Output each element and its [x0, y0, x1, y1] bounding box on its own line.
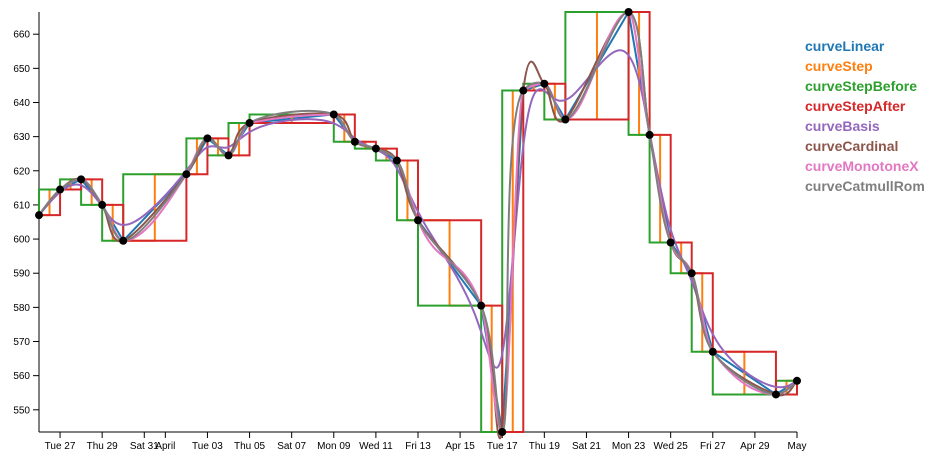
x-tick-label: Fri 27 — [700, 441, 726, 452]
data-point — [392, 156, 401, 165]
series-line — [38, 11, 798, 434]
x-tick-label: Sat 31 — [130, 441, 159, 452]
legend-label: curveMonotoneX — [805, 158, 919, 174]
data-point — [793, 376, 801, 385]
y-tick-label: 600 — [13, 235, 30, 246]
x-tick-label: April — [155, 441, 175, 452]
y-tick-label: 640 — [13, 98, 30, 109]
y-tick-label: 580 — [13, 303, 30, 314]
series-line — [39, 11, 798, 433]
y-tick-label: 660 — [13, 30, 30, 41]
x-tick-label: May — [788, 441, 807, 452]
legend-label: curveBasis — [805, 118, 880, 134]
x-tick-label: Thu 05 — [234, 441, 266, 452]
data-point — [245, 118, 254, 127]
legend-label: curveCatmullRom — [805, 178, 925, 194]
data-point — [56, 185, 65, 194]
legend-label: curveStep — [805, 58, 873, 74]
x-tick-label: Sat 07 — [277, 441, 306, 452]
data-point — [498, 428, 507, 436]
x-tick-label: Sat 21 — [572, 441, 601, 452]
data-point — [329, 110, 338, 119]
y-tick-label: 550 — [13, 405, 30, 416]
data-point — [519, 86, 528, 95]
x-tick-label: Apr 29 — [740, 441, 770, 452]
data-point — [666, 238, 675, 247]
data-point — [119, 236, 128, 245]
x-tick-label: Tue 27 — [45, 441, 76, 452]
data-point — [624, 8, 633, 16]
x-tick-label: Apr 15 — [445, 441, 475, 452]
x-tick-label: Mon 23 — [612, 441, 646, 452]
x-tick-label: Thu 29 — [87, 441, 119, 452]
series-line — [38, 10, 798, 434]
data-point — [477, 301, 486, 310]
data-point — [645, 130, 654, 139]
data-point — [371, 144, 380, 153]
data-point — [350, 137, 359, 146]
data-point — [414, 216, 422, 225]
legend-label: curveCardinal — [805, 138, 898, 154]
x-tick-label: Tue 17 — [487, 441, 518, 452]
y-tick-label: 570 — [13, 337, 30, 348]
data-point — [561, 115, 570, 124]
legend-label: curveLinear — [805, 38, 885, 54]
data-point — [771, 390, 780, 399]
data-point — [687, 269, 696, 278]
y-tick-label: 610 — [13, 200, 30, 211]
y-tick-label: 630 — [13, 132, 30, 143]
data-point — [203, 134, 212, 143]
x-tick-label: Wed 11 — [359, 441, 393, 452]
y-tick-label: 620 — [13, 166, 30, 177]
data-point — [35, 211, 43, 220]
x-tick-label: Fri 13 — [405, 441, 431, 452]
data-point — [77, 175, 86, 184]
y-tick-label: 590 — [13, 269, 30, 280]
x-tick-label: Tue 03 — [192, 441, 223, 452]
legend-label: curveStepBefore — [805, 78, 917, 94]
data-point — [98, 200, 107, 209]
legend-label: curveStepAfter — [805, 98, 906, 114]
data-point — [540, 79, 549, 88]
data-point — [224, 151, 233, 160]
x-tick-label: Wed 25 — [654, 441, 689, 452]
data-point — [182, 170, 191, 179]
data-point — [708, 347, 717, 356]
y-tick-label: 560 — [13, 371, 30, 382]
y-tick-label: 650 — [13, 64, 30, 75]
x-tick-label: Thu 19 — [529, 441, 561, 452]
x-tick-label: Mon 09 — [317, 441, 351, 452]
